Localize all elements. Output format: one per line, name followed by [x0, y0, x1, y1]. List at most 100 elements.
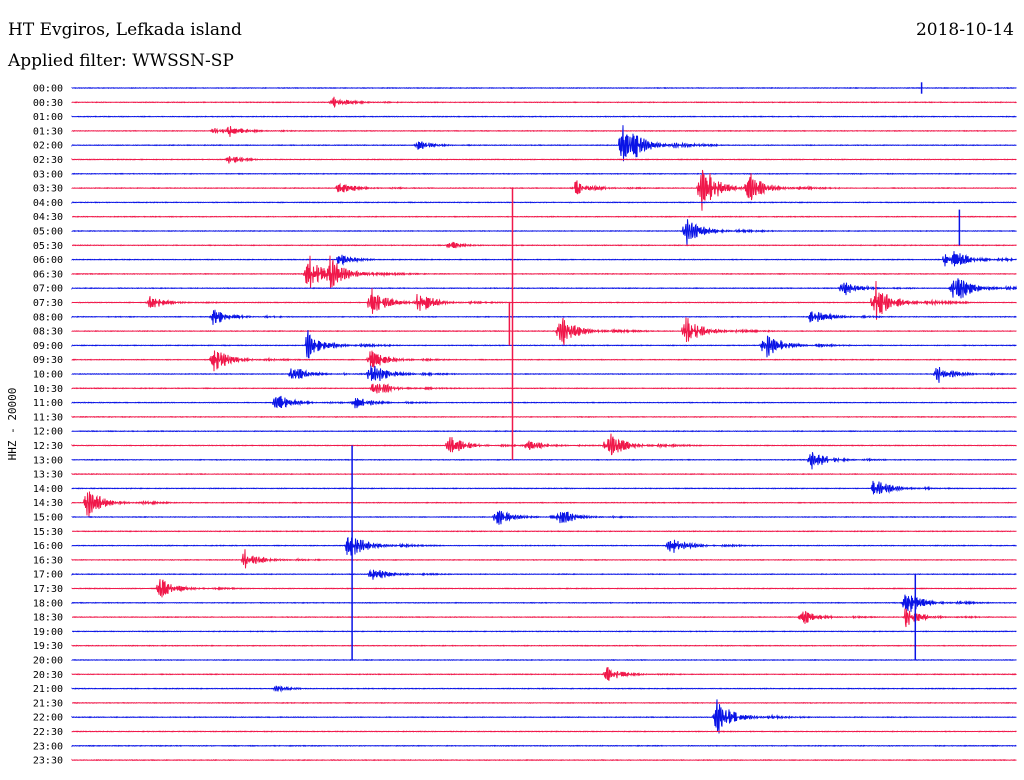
trace-line	[72, 241, 1017, 249]
time-label: 03:00	[33, 169, 63, 180]
time-label: 17:00	[33, 570, 63, 581]
trace-line	[71, 758, 1017, 762]
trace-line	[71, 172, 1017, 175]
trace-line	[72, 530, 1017, 533]
time-label: 19:00	[33, 627, 63, 638]
trace-line	[71, 685, 1017, 693]
time-label: 23:30	[33, 756, 63, 767]
trace-line	[71, 395, 1017, 409]
time-label: 14:00	[33, 484, 63, 495]
time-label-group: 00:00 00:30 01:00 01:30 02:00 02:30 03:00 03:30…	[33, 84, 63, 767]
trace-line	[71, 510, 1017, 525]
trace-line	[71, 594, 1017, 612]
time-label: 03:30	[33, 184, 63, 195]
trace-line	[71, 350, 1017, 372]
trace-line	[71, 329, 1017, 359]
time-label: 22:30	[33, 727, 63, 738]
trace-line	[71, 317, 1017, 345]
trace-line	[71, 219, 1017, 246]
trace-line	[71, 365, 1017, 383]
trace-line	[71, 115, 1017, 118]
time-label: 09:00	[33, 341, 63, 352]
time-label: 21:30	[33, 698, 63, 709]
time-label: 04:00	[33, 198, 63, 209]
time-label: 22:00	[33, 713, 63, 724]
time-label: 20:00	[33, 656, 63, 667]
time-label: 04:30	[33, 212, 63, 223]
trace-line	[71, 452, 1017, 470]
trace-line	[71, 430, 1017, 433]
trace-line	[71, 433, 1017, 456]
trace-line	[71, 569, 1017, 580]
trace-line	[71, 491, 1017, 517]
time-label: 12:30	[33, 441, 63, 452]
trace-line	[72, 215, 1017, 218]
time-label: 23:00	[33, 741, 63, 752]
time-label: 01:00	[33, 112, 63, 123]
trace-line	[71, 309, 1017, 325]
trace-group	[71, 82, 1017, 762]
trace-line	[71, 579, 1017, 598]
filter-label: Applied filter: WWSSN-SP	[7, 51, 234, 71]
time-label: 05:30	[33, 241, 63, 252]
trace-line	[71, 278, 1017, 299]
time-label: 11:30	[33, 412, 63, 423]
time-label: 18:00	[33, 598, 63, 609]
trace-line	[71, 658, 1017, 662]
trace-line	[71, 472, 1017, 476]
trace-line	[72, 608, 1017, 628]
trace-line	[71, 549, 1017, 569]
trace-line	[71, 125, 1017, 162]
time-label: 20:30	[33, 670, 63, 681]
time-label: 08:30	[33, 327, 63, 338]
trace-line	[71, 251, 1017, 267]
time-label: 02:00	[33, 141, 63, 152]
time-label: 10:30	[33, 384, 63, 395]
time-label: 18:30	[33, 613, 63, 624]
time-label: 13:30	[33, 470, 63, 481]
trace-line	[71, 255, 1017, 289]
axis-label-channel: HHZ - 20000	[6, 388, 19, 461]
time-label: 01:30	[33, 126, 63, 137]
time-label: 00:30	[33, 98, 63, 109]
time-label: 19:30	[33, 641, 63, 652]
time-label: 08:00	[33, 312, 63, 323]
trace-line	[71, 537, 1017, 556]
trace-line	[71, 480, 1017, 495]
time-label: 10:00	[33, 370, 63, 381]
trace-line	[71, 86, 1017, 90]
time-label: 06:30	[33, 269, 63, 280]
time-label: 16:00	[33, 541, 63, 552]
trace-line	[71, 644, 1017, 647]
time-label: 06:00	[33, 255, 63, 266]
time-label: 00:00	[33, 84, 63, 95]
time-label: 21:00	[33, 684, 63, 695]
trace-line	[71, 96, 1017, 109]
trace-line	[71, 730, 1017, 733]
trace-line	[72, 630, 1017, 633]
time-label: 12:00	[33, 427, 63, 438]
trace-line	[71, 126, 1017, 137]
time-label: 17:30	[33, 584, 63, 595]
time-label: 11:00	[33, 398, 63, 409]
time-label: 15:00	[33, 513, 63, 524]
trace-line	[71, 667, 1017, 681]
trace-line	[71, 156, 1017, 164]
time-label: 09:30	[33, 355, 63, 366]
trace-line	[71, 169, 1017, 211]
time-label: 14:30	[33, 498, 63, 509]
trace-line	[72, 701, 1017, 704]
trace-line	[71, 280, 1017, 320]
time-label: 15:30	[33, 527, 63, 538]
trace-line	[71, 201, 1017, 205]
time-label: 16:30	[33, 555, 63, 566]
station-title: HT Evgiros, Lefkada island	[8, 20, 242, 40]
time-label: 05:00	[33, 227, 63, 238]
time-label: 07:30	[33, 298, 63, 309]
trace-line	[71, 383, 1017, 394]
trace-line	[71, 744, 1017, 748]
trace-line	[71, 415, 1017, 418]
time-label: 07:00	[33, 284, 63, 295]
time-label: 13:00	[33, 455, 63, 466]
